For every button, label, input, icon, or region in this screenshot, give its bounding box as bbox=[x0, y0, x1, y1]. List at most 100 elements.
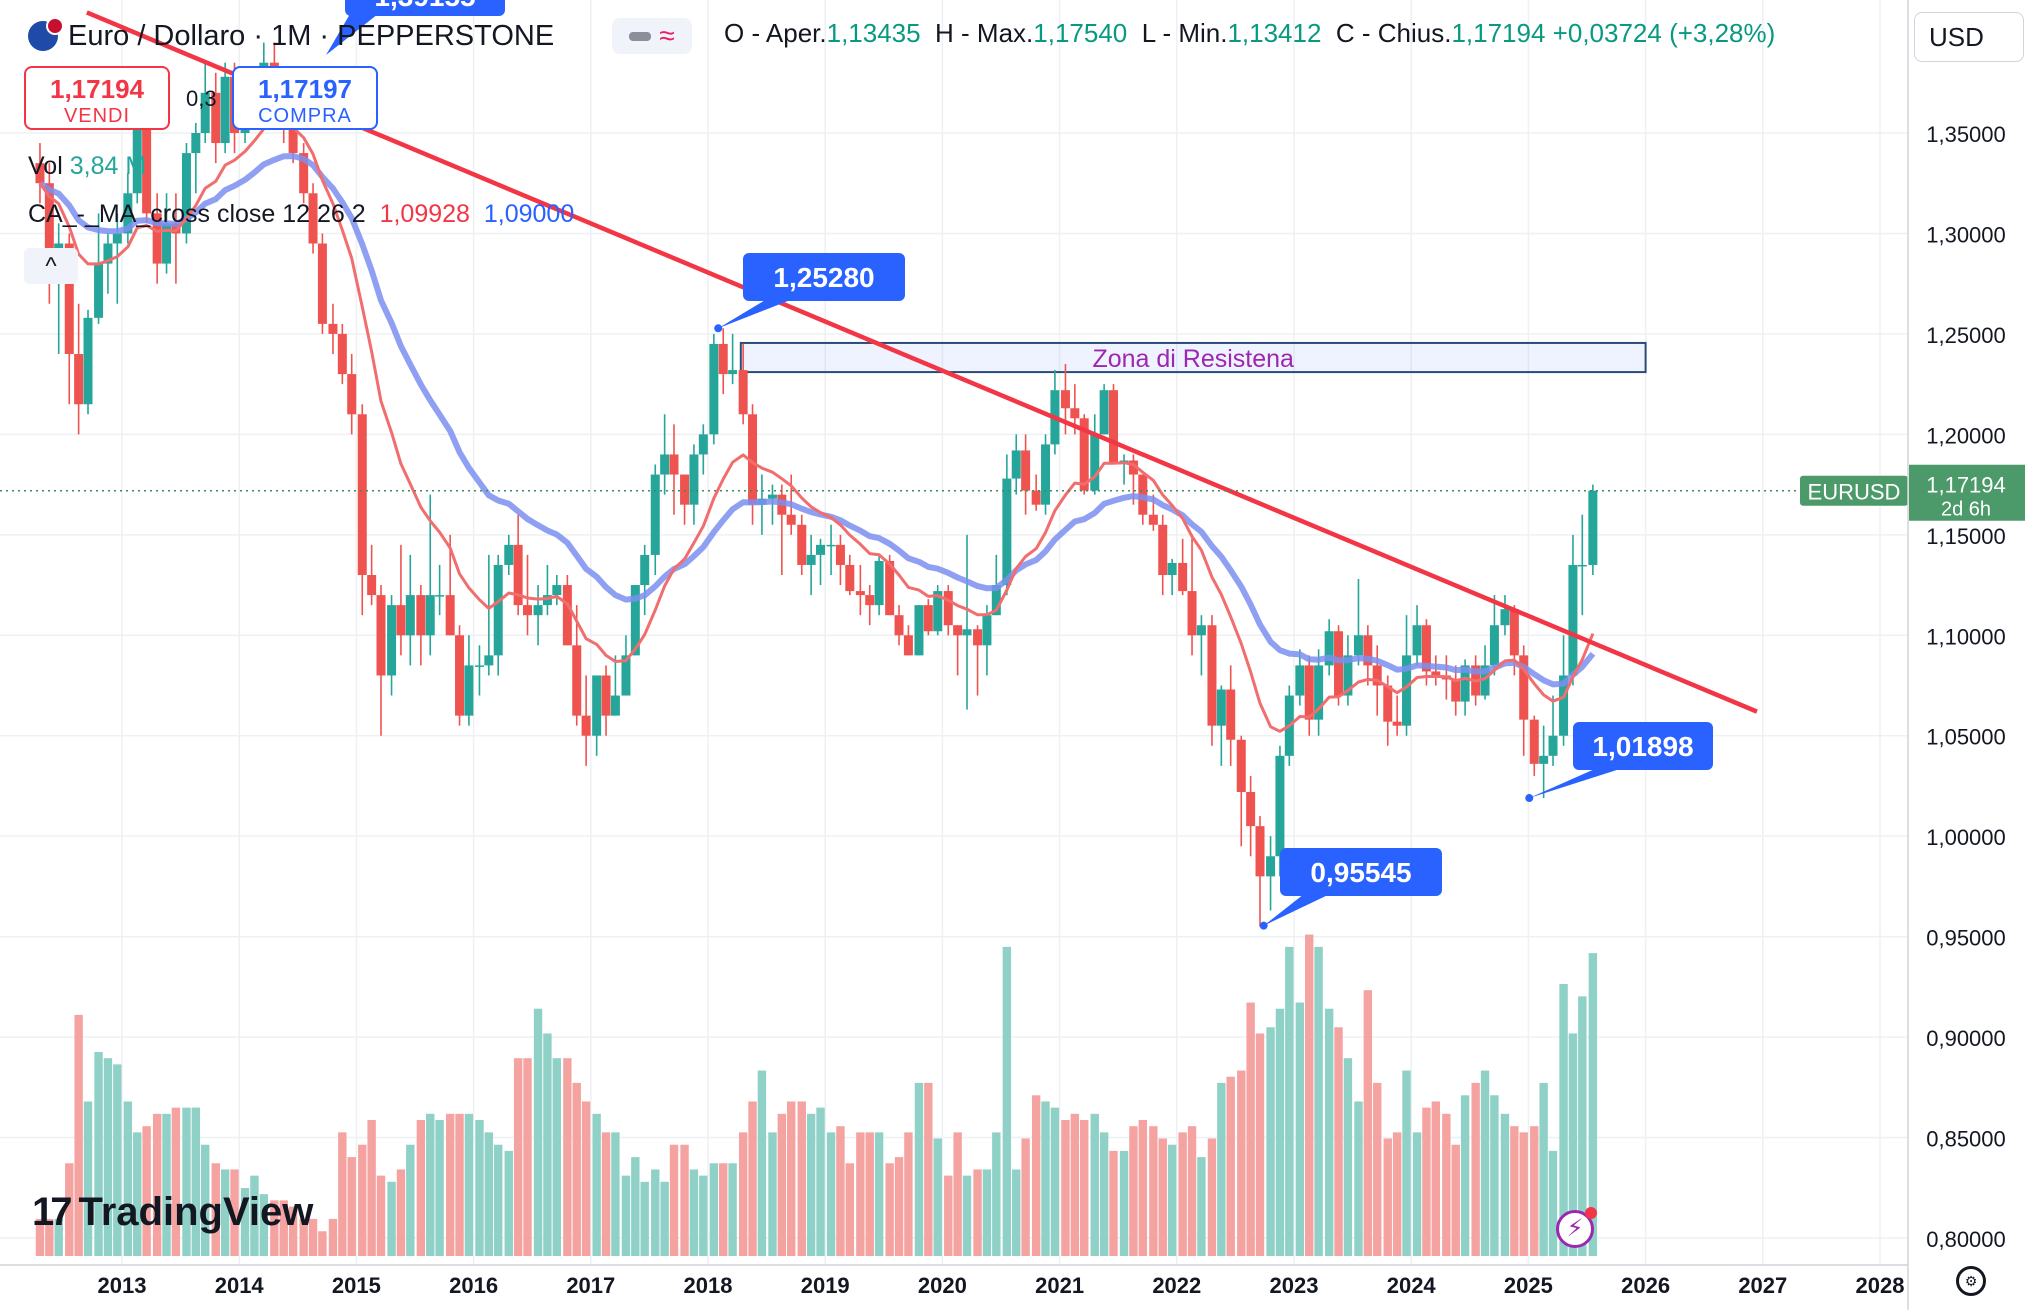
indicator-legend[interactable]: CA_-_MA_cross close 12 26 2 1,09928 1,09… bbox=[28, 200, 574, 229]
candle-body bbox=[914, 605, 924, 656]
volume-bar bbox=[1578, 996, 1587, 1256]
volume-bar bbox=[103, 1058, 113, 1256]
candle-body bbox=[943, 591, 953, 626]
candle-body bbox=[103, 243, 113, 264]
volume-bar bbox=[1295, 1002, 1305, 1256]
lightning-icon[interactable]: ⚡ bbox=[1556, 1207, 1597, 1248]
volume-bar bbox=[806, 1113, 816, 1256]
volume-bar bbox=[1334, 1027, 1343, 1256]
candle-body bbox=[44, 183, 54, 270]
candle-body bbox=[152, 213, 162, 264]
volume-bar bbox=[376, 1175, 386, 1256]
volume-bar bbox=[426, 1113, 435, 1256]
currency-selector[interactable]: USD bbox=[1914, 12, 2024, 62]
volume-bar bbox=[660, 1181, 669, 1256]
candlestick-series[interactable] bbox=[35, 42, 1598, 927]
candle-body bbox=[865, 595, 875, 606]
volume-bar bbox=[601, 1132, 611, 1256]
volume-bar bbox=[1383, 1138, 1392, 1256]
volume-bar bbox=[699, 1175, 708, 1256]
symbol-title[interactable]: Euro / Dollaro · 1M · PEPPERSTONE bbox=[68, 19, 555, 52]
resistance-zone-label: Zona di Resistena bbox=[1092, 345, 1294, 373]
candle-body bbox=[74, 354, 84, 405]
volume-bar bbox=[358, 1144, 367, 1256]
spread-value: 0,3 bbox=[186, 86, 217, 111]
candle-body bbox=[317, 243, 327, 324]
candle-body bbox=[728, 370, 738, 375]
buy-label: COMPRA bbox=[258, 105, 352, 127]
volume-bar bbox=[279, 1200, 288, 1256]
candle-body bbox=[669, 454, 679, 475]
candle-body bbox=[1226, 689, 1236, 740]
resistance-zone[interactable]: Zona di Resistena bbox=[739, 341, 1647, 374]
candle-body bbox=[786, 514, 796, 525]
symbol-header[interactable]: Euro / Dollaro · 1M · PEPPERSTONE bbox=[28, 14, 554, 58]
candle-body bbox=[1402, 655, 1412, 726]
volume-bar bbox=[387, 1181, 396, 1256]
callout-label: 1,39155 bbox=[374, 0, 475, 12]
settings-gear-icon[interactable]: ⚙ bbox=[1956, 1266, 1986, 1296]
candle-body bbox=[513, 544, 523, 606]
candle-body bbox=[572, 645, 582, 716]
candle-body bbox=[328, 323, 338, 334]
symbol-tag-bg bbox=[1800, 475, 1908, 506]
volume-bar bbox=[777, 1113, 787, 1256]
last-price-tag-bg bbox=[1909, 464, 2025, 521]
volume-bar bbox=[1451, 1144, 1460, 1256]
price-tick-label: 1,00000 bbox=[1926, 825, 2006, 850]
indicator-slow-value: 1,09000 bbox=[483, 200, 575, 228]
volume-bar bbox=[874, 1132, 884, 1256]
symbol-tag: EURUSD bbox=[1808, 480, 1901, 505]
price-tick-label: 1,20000 bbox=[1926, 423, 2006, 448]
volume-bar bbox=[856, 1132, 865, 1256]
candle-body bbox=[1421, 625, 1431, 672]
time-tick-label: 2017 bbox=[566, 1273, 615, 1298]
volume-bar bbox=[1373, 1082, 1382, 1256]
candle-body bbox=[504, 544, 514, 565]
volume-bar bbox=[581, 1101, 591, 1256]
volume-bar bbox=[709, 1163, 719, 1256]
volume-bar bbox=[299, 1218, 308, 1256]
price-tick-label: 0,90000 bbox=[1926, 1026, 2006, 1051]
sell-button[interactable]: 1,17194 VENDI bbox=[24, 66, 170, 130]
time-tick-label: 2014 bbox=[215, 1273, 265, 1298]
volume-bar bbox=[347, 1157, 356, 1256]
volume-bar bbox=[689, 1169, 699, 1256]
candle-body bbox=[533, 605, 543, 616]
volume-bar bbox=[1431, 1101, 1441, 1256]
collapse-legend-button[interactable]: ^ bbox=[24, 248, 78, 284]
volume-bar bbox=[1588, 953, 1598, 1256]
candle-body bbox=[1460, 665, 1470, 702]
volume-legend[interactable]: Vol 3,84 M bbox=[28, 152, 147, 180]
tradingview-wordmark: TradingView bbox=[78, 1190, 314, 1234]
volume-bar bbox=[455, 1113, 464, 1256]
candle-body bbox=[493, 564, 503, 656]
tradingview-logo: 17 TradingView bbox=[32, 1190, 313, 1235]
price-tick-label: 1,10000 bbox=[1926, 624, 2006, 649]
time-tick-label: 2018 bbox=[684, 1273, 733, 1298]
volume-bar bbox=[1539, 1082, 1548, 1256]
volume-bar bbox=[464, 1113, 474, 1256]
time-tick-label: 2027 bbox=[1738, 1273, 1787, 1298]
sell-label: VENDI bbox=[63, 105, 131, 127]
candle-body bbox=[1266, 856, 1276, 877]
volume-bar bbox=[416, 1120, 426, 1256]
indicator-toggle-button[interactable]: ≈ bbox=[612, 18, 692, 54]
candle-body bbox=[1500, 609, 1510, 626]
candle-body bbox=[162, 223, 172, 264]
time-tick-label: 2021 bbox=[1035, 1273, 1084, 1298]
volume-bar bbox=[435, 1120, 444, 1256]
price-callouts[interactable]: 1,25280 1,01898 0,95545 1,39155 bbox=[326, 0, 1713, 930]
moving-averages[interactable] bbox=[38, 121, 1596, 733]
volume-bar bbox=[533, 1008, 543, 1256]
candle-body bbox=[738, 370, 748, 415]
buy-button[interactable]: 1,17197 COMPRA bbox=[232, 66, 378, 130]
volume-bar bbox=[220, 1169, 230, 1256]
candle-body bbox=[1559, 675, 1569, 736]
callout-box bbox=[1280, 848, 1442, 896]
volume-bar bbox=[191, 1107, 201, 1256]
candle-body bbox=[991, 585, 1001, 616]
callout-pointer bbox=[1263, 894, 1330, 926]
